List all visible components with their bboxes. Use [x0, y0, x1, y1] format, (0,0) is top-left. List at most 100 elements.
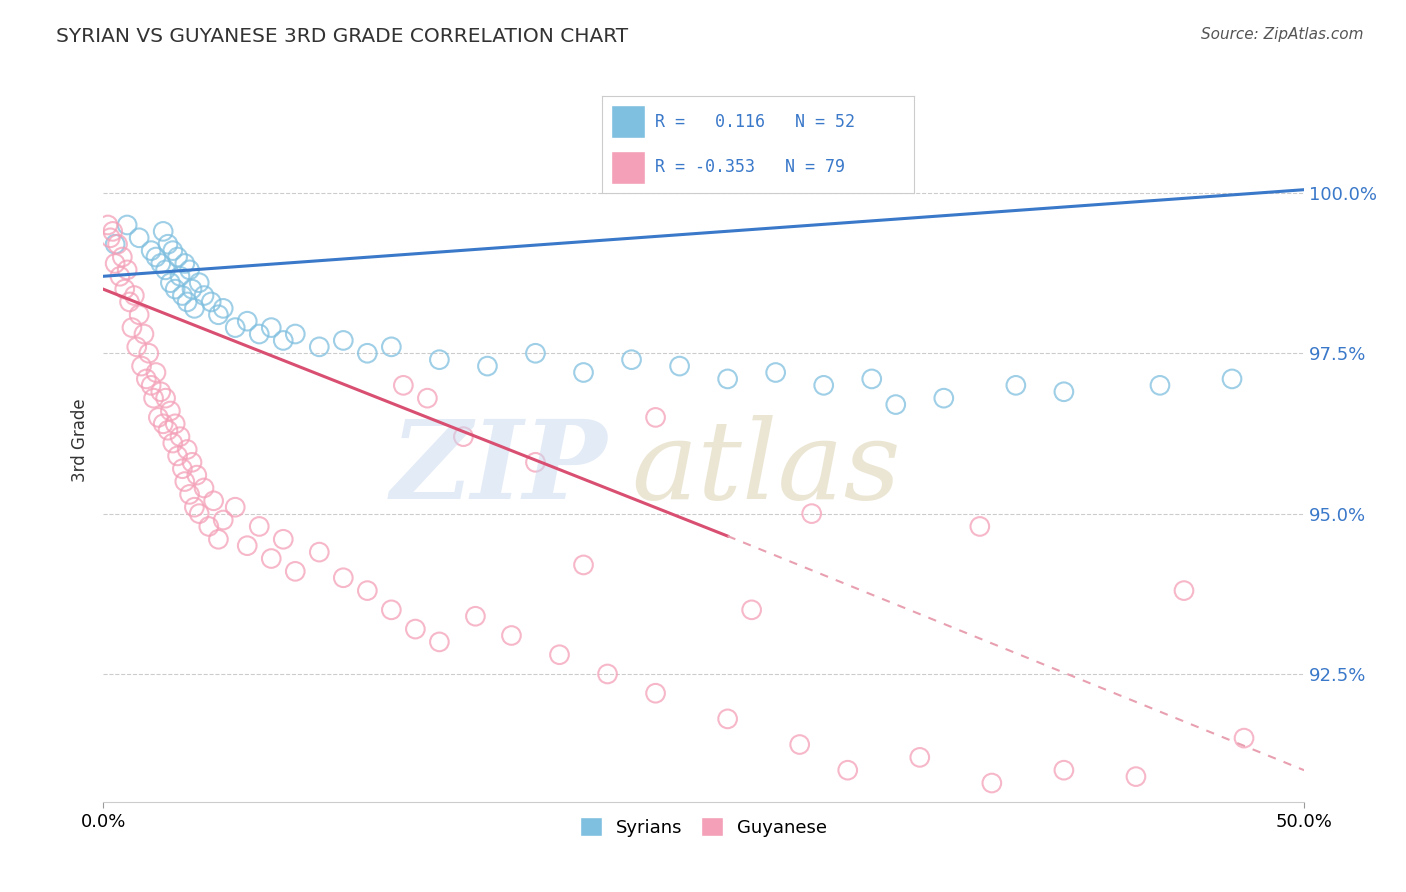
Point [104, 256, 127, 270]
Point [644, 410, 666, 425]
Y-axis label: 3rd Grade: 3rd Grade [72, 398, 89, 482]
Point [200, 295, 222, 310]
Point [271, 533, 294, 547]
Point [135, 372, 157, 386]
Point [284, 326, 307, 341]
Point [464, 609, 486, 624]
Point [284, 565, 307, 579]
Point [156, 237, 179, 252]
Point [765, 366, 787, 380]
Point [159, 404, 181, 418]
Point [207, 533, 229, 547]
Point [356, 346, 378, 360]
Point [141, 378, 163, 392]
Point [156, 423, 179, 437]
Point [548, 648, 571, 662]
Point [1173, 583, 1195, 598]
Point [141, 244, 163, 258]
Point [181, 282, 204, 296]
Point [404, 622, 426, 636]
Point [620, 352, 643, 367]
Point [247, 326, 270, 341]
Point [524, 455, 547, 469]
Point [155, 263, 177, 277]
Point [969, 519, 991, 533]
Point [392, 378, 415, 392]
Point [236, 539, 259, 553]
Point [176, 442, 198, 457]
Point [152, 417, 174, 431]
Point [308, 340, 330, 354]
Point [125, 340, 148, 354]
Point [524, 346, 547, 360]
Point [145, 250, 167, 264]
Point [668, 359, 690, 373]
Point [380, 340, 402, 354]
Point [453, 430, 475, 444]
Text: SYRIAN VS GUYANESE 3RD GRADE CORRELATION CHART: SYRIAN VS GUYANESE 3RD GRADE CORRELATION… [56, 27, 628, 45]
Point [717, 372, 740, 386]
Point [173, 256, 195, 270]
Point [131, 359, 153, 373]
Point [247, 519, 270, 533]
Point [477, 359, 499, 373]
Point [118, 295, 141, 310]
Point [148, 410, 170, 425]
Point [813, 378, 835, 392]
Point [501, 628, 523, 642]
Point [202, 493, 225, 508]
Point [142, 391, 165, 405]
Point [224, 500, 246, 515]
Legend: Syrians, Guyanese: Syrians, Guyanese [574, 810, 834, 844]
Point [271, 334, 294, 348]
Point [1053, 384, 1076, 399]
Point [356, 583, 378, 598]
Point [97, 218, 120, 232]
Point [128, 231, 150, 245]
Point [162, 244, 184, 258]
Point [173, 475, 195, 489]
Point [114, 282, 136, 296]
Point [107, 237, 129, 252]
Point [800, 507, 823, 521]
Point [155, 391, 177, 405]
Point [236, 314, 259, 328]
Point [124, 288, 146, 302]
Point [212, 513, 235, 527]
Point [207, 308, 229, 322]
Point [169, 269, 191, 284]
Point [176, 295, 198, 310]
Point [1233, 731, 1256, 745]
Point [193, 481, 215, 495]
Point [596, 667, 619, 681]
Point [644, 686, 666, 700]
Point [188, 507, 211, 521]
Point [165, 282, 187, 296]
Point [932, 391, 955, 405]
Point [169, 430, 191, 444]
Point [128, 308, 150, 322]
Point [159, 276, 181, 290]
Point [332, 334, 354, 348]
Text: Source: ZipAtlas.com: Source: ZipAtlas.com [1201, 27, 1364, 42]
Point [1005, 378, 1028, 392]
Point [260, 551, 283, 566]
Point [789, 738, 811, 752]
Point [980, 776, 1002, 790]
Point [1220, 372, 1243, 386]
Point [572, 366, 595, 380]
Point [380, 603, 402, 617]
Point [166, 250, 188, 264]
Point [111, 250, 134, 264]
Point [132, 326, 155, 341]
Point [429, 352, 451, 367]
Point [98, 231, 121, 245]
Point [166, 449, 188, 463]
Point [429, 635, 451, 649]
Point [1125, 770, 1147, 784]
Point [101, 224, 124, 238]
Text: atlas: atlas [631, 415, 901, 523]
Point [860, 372, 883, 386]
Point [181, 455, 204, 469]
Point [115, 263, 138, 277]
